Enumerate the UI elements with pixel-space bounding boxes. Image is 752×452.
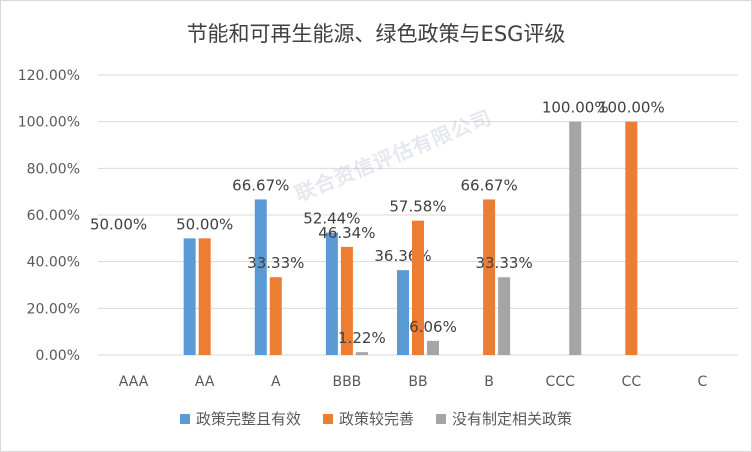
x-tick-label: B xyxy=(484,374,494,390)
data-label: 50.00% xyxy=(176,215,233,233)
y-tick-label: 80.00% xyxy=(27,161,80,177)
y-tick-label: 0.00% xyxy=(36,348,80,364)
legend-label-series-2: 政策较完善 xyxy=(338,410,414,428)
legend: 政策完整且有效 政策较完善 没有制定相关政策 xyxy=(0,408,752,429)
legend-item-series-2: 政策较完善 xyxy=(322,408,414,429)
bar xyxy=(340,246,353,355)
x-tick-label: CC xyxy=(622,374,642,390)
x-tick-label: BBB xyxy=(332,374,361,390)
bar xyxy=(325,232,338,355)
legend-swatch-series-2 xyxy=(322,413,333,424)
bar xyxy=(483,199,496,355)
bar xyxy=(412,220,424,355)
data-label: 33.33% xyxy=(247,254,304,272)
x-tick-label: C xyxy=(698,374,708,390)
bar xyxy=(569,121,582,356)
bar xyxy=(198,238,211,355)
x-tick-label: AA xyxy=(195,374,215,390)
data-label: 6.06% xyxy=(409,318,457,336)
y-tick-label: 60.00% xyxy=(27,208,80,224)
bar xyxy=(498,277,511,355)
data-label: 46.34% xyxy=(318,224,375,242)
bar xyxy=(254,199,267,355)
data-label: 1.22% xyxy=(338,329,386,347)
bar xyxy=(625,121,638,356)
bar xyxy=(355,352,368,355)
legend-label-series-1: 政策完整且有效 xyxy=(195,410,301,428)
legend-label-series-3: 没有制定相关政策 xyxy=(452,410,573,428)
legend-swatch-series-3 xyxy=(436,413,446,424)
data-label: 33.33% xyxy=(476,254,533,272)
data-label: 52.44% xyxy=(303,210,360,228)
data-label: 100.00% xyxy=(542,99,609,117)
x-tick-label: BB xyxy=(408,374,427,390)
y-tick-label: 20.00% xyxy=(27,301,80,317)
bar xyxy=(269,277,282,355)
legend-swatch-series-1 xyxy=(179,413,190,424)
bar xyxy=(427,340,439,355)
data-label: 50.00% xyxy=(90,215,147,233)
x-tick-label: CCC xyxy=(546,374,576,390)
data-label: 100.00% xyxy=(598,99,665,117)
bar xyxy=(397,270,409,355)
y-tick-label: 120.00% xyxy=(18,68,80,84)
legend-item-series-1: 政策完整且有效 xyxy=(179,408,301,429)
y-tick-label: 100.00% xyxy=(18,115,80,131)
x-tick-label: A xyxy=(271,374,281,390)
data-label: 57.58% xyxy=(389,198,446,216)
data-label: 66.67% xyxy=(461,176,518,194)
x-tick-label: AAA xyxy=(119,374,149,390)
data-label: 66.67% xyxy=(232,176,289,194)
bar xyxy=(183,238,196,355)
chart-title: 节能和可再生能源、绿色政策与ESG评级 xyxy=(186,22,566,46)
y-tick-label: 40.00% xyxy=(27,255,80,271)
legend-item-series-3: 没有制定相关政策 xyxy=(436,408,572,429)
